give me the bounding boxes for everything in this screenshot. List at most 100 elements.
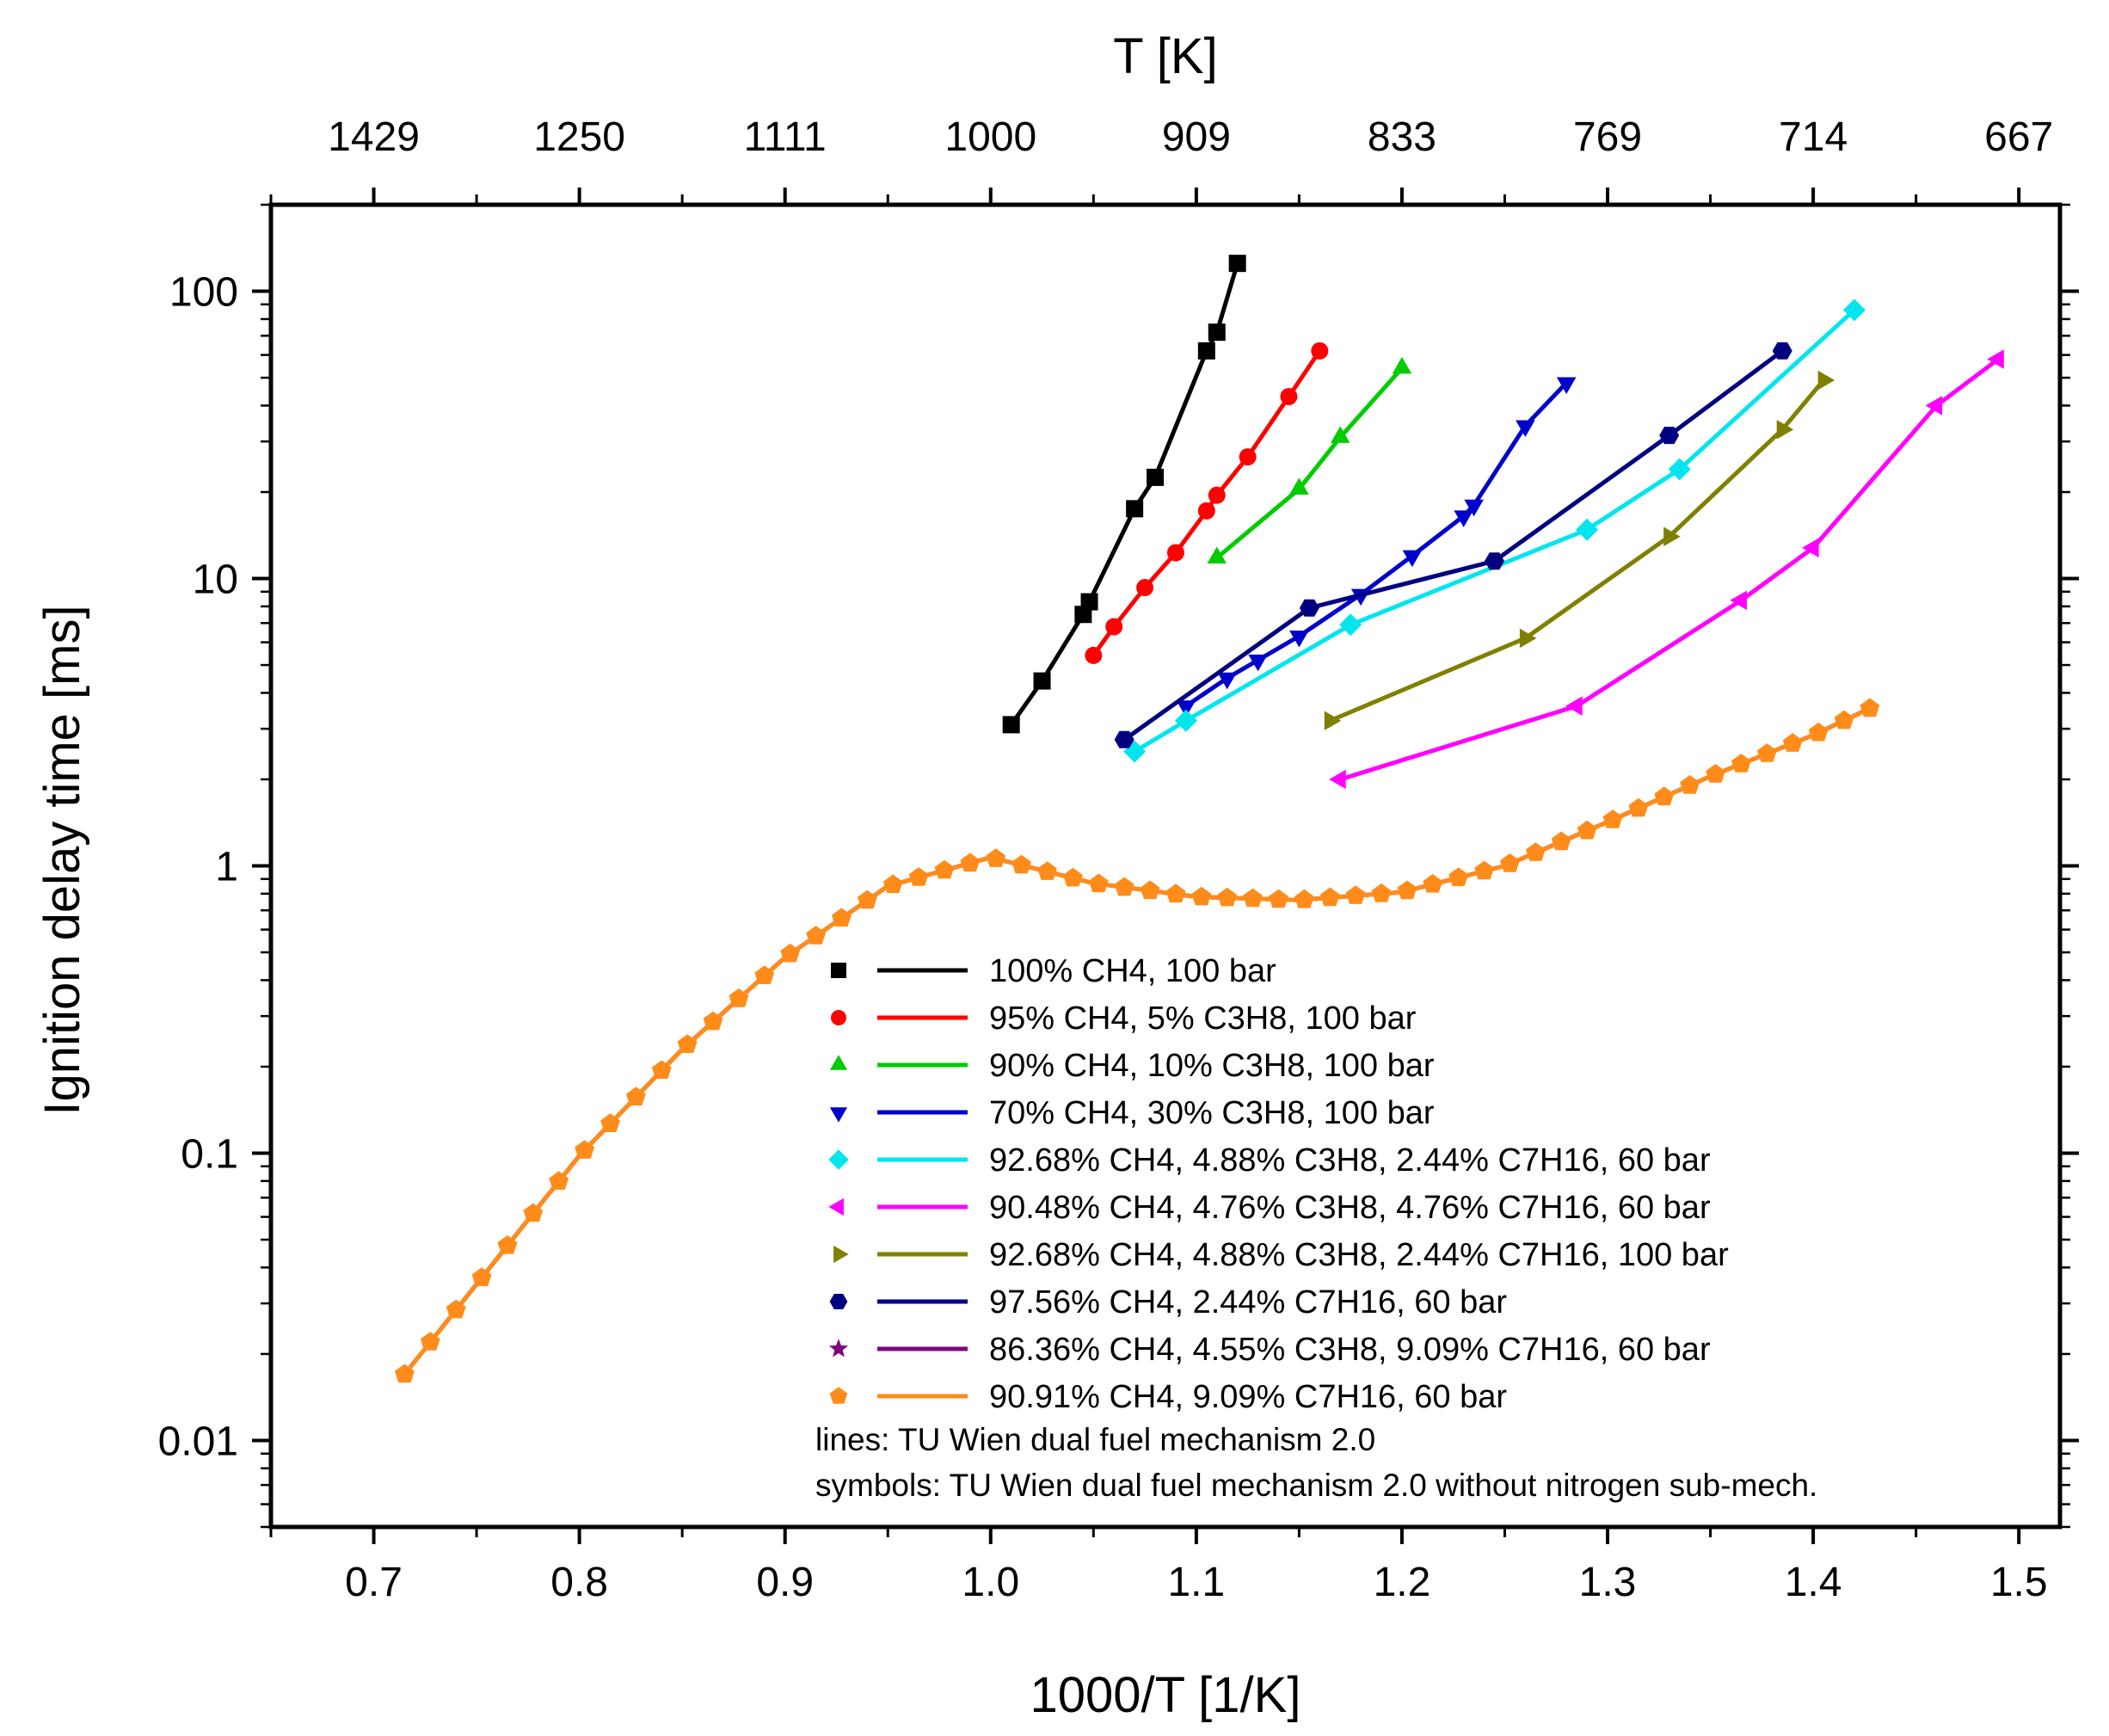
series-line <box>1133 308 1856 754</box>
legend-symbol <box>829 1294 848 1309</box>
data-point <box>1576 518 1599 541</box>
series-3 <box>1207 356 1412 563</box>
data-point <box>1114 877 1134 896</box>
x-tick-label: 0.9 <box>756 1560 814 1605</box>
x-tick-label: 0.8 <box>550 1560 608 1605</box>
legend-item: 97.56% CH4, 2.44% C7H16, 60 bar <box>829 1284 1507 1320</box>
data-point <box>1464 499 1484 517</box>
legend-label: 97.56% CH4, 2.44% C7H16, 60 bar <box>989 1284 1507 1320</box>
data-point <box>1730 590 1747 611</box>
x-tick-label: 1.2 <box>1374 1560 1431 1605</box>
data-point <box>934 859 955 879</box>
data-point <box>1423 873 1443 893</box>
data-point <box>1033 672 1051 690</box>
data-point <box>1289 631 1309 648</box>
legend-label: 90% CH4, 10% C3H8, 100 bar <box>989 1048 1435 1084</box>
y-tick-label: 0.1 <box>181 1131 238 1177</box>
top-tick-label: 909 <box>1162 114 1231 160</box>
data-point <box>1080 593 1098 611</box>
data-point <box>1311 342 1329 360</box>
data-point <box>523 1203 544 1222</box>
data-point <box>1659 427 1680 445</box>
x-tick-label: 1.3 <box>1579 1560 1637 1605</box>
data-point <box>1817 370 1835 391</box>
data-point <box>1217 672 1237 690</box>
top-axis-title: T [K] <box>1113 28 1217 84</box>
data-point <box>780 943 801 963</box>
legend-symbol <box>831 1010 846 1025</box>
data-point <box>1842 299 1866 322</box>
data-point <box>806 926 826 945</box>
y-tick-label: 10 <box>193 557 238 603</box>
data-point <box>1280 387 1298 405</box>
legend-label: 90.91% CH4, 9.09% C7H16, 60 bar <box>989 1379 1507 1415</box>
data-point <box>1174 709 1197 732</box>
series-line <box>1184 381 1569 708</box>
data-point <box>1243 888 1263 908</box>
legend-item: 100% CH4, 100 bar <box>831 953 1276 989</box>
top-tick-label: 1000 <box>944 114 1036 160</box>
data-point <box>1208 486 1226 504</box>
legend-label: 70% CH4, 30% C3H8, 100 bar <box>989 1095 1435 1131</box>
legend-item: 86.36% CH4, 4.55% C3H8, 9.09% C7H16, 60 … <box>828 1332 1711 1368</box>
data-point <box>1802 538 1819 557</box>
data-point <box>1654 786 1675 806</box>
x-tick-label: 0.7 <box>345 1560 403 1605</box>
x-tick-label: 1.5 <box>1990 1560 2048 1605</box>
x-axis-title: 1000/T [1/K] <box>1030 1667 1301 1723</box>
data-point <box>1329 769 1346 790</box>
legend-label: 86.36% CH4, 4.55% C3H8, 9.09% C7H16, 60 … <box>989 1332 1711 1368</box>
data-point <box>1208 323 1226 342</box>
data-point <box>1085 646 1103 664</box>
data-point <box>1037 861 1057 880</box>
legend-item: 90.91% CH4, 9.09% C7H16, 60 bar <box>829 1379 1507 1415</box>
data-point <box>420 1332 440 1351</box>
data-point <box>549 1171 569 1190</box>
data-point <box>1602 810 1623 828</box>
data-point <box>729 988 749 1007</box>
data-point <box>1239 448 1257 466</box>
data-point <box>1485 552 1504 570</box>
series-2 <box>1085 342 1329 664</box>
series-line <box>1339 357 2000 782</box>
legend-item: 95% CH4, 5% C3H8, 100 bar <box>831 1000 1417 1037</box>
legend-symbol <box>829 1107 848 1123</box>
data-point <box>1248 654 1268 672</box>
series-line <box>1215 366 1404 560</box>
data-point <box>1925 396 1943 416</box>
data-point <box>882 874 903 894</box>
data-point <box>1191 886 1212 906</box>
legend-symbol <box>829 1055 848 1070</box>
data-point <box>1565 696 1583 716</box>
plot-frame <box>268 202 2063 1530</box>
legend-symbol <box>831 963 846 978</box>
series-8 <box>1114 342 1792 748</box>
data-point <box>1114 730 1134 748</box>
data-point <box>1663 526 1681 546</box>
data-point <box>1126 500 1144 518</box>
series-line <box>403 704 1876 1376</box>
data-point <box>1392 356 1412 374</box>
x-tick-label: 1.4 <box>1785 1560 1842 1605</box>
data-point <box>1002 716 1020 734</box>
data-point <box>1228 255 1246 273</box>
data-point <box>1525 842 1546 861</box>
data-point <box>1088 873 1109 893</box>
data-point <box>1289 477 1309 495</box>
data-point <box>832 908 852 927</box>
data-point <box>1136 579 1154 597</box>
y-tick-label: 100 <box>169 270 238 316</box>
legend-symbol <box>829 1387 848 1404</box>
legend-item: 90% CH4, 10% C3H8, 100 bar <box>829 1048 1435 1084</box>
data-point <box>1808 722 1829 742</box>
data-point <box>677 1034 698 1053</box>
data-point <box>1706 764 1725 783</box>
data-point <box>395 1364 415 1383</box>
data-point <box>1165 883 1186 903</box>
legend-note: symbols: TU Wien dual fuel mechanism 2.0… <box>815 1468 1817 1503</box>
data-point <box>857 890 877 909</box>
data-point <box>1731 754 1751 773</box>
data-point <box>1371 883 1392 902</box>
data-point <box>986 848 1006 867</box>
